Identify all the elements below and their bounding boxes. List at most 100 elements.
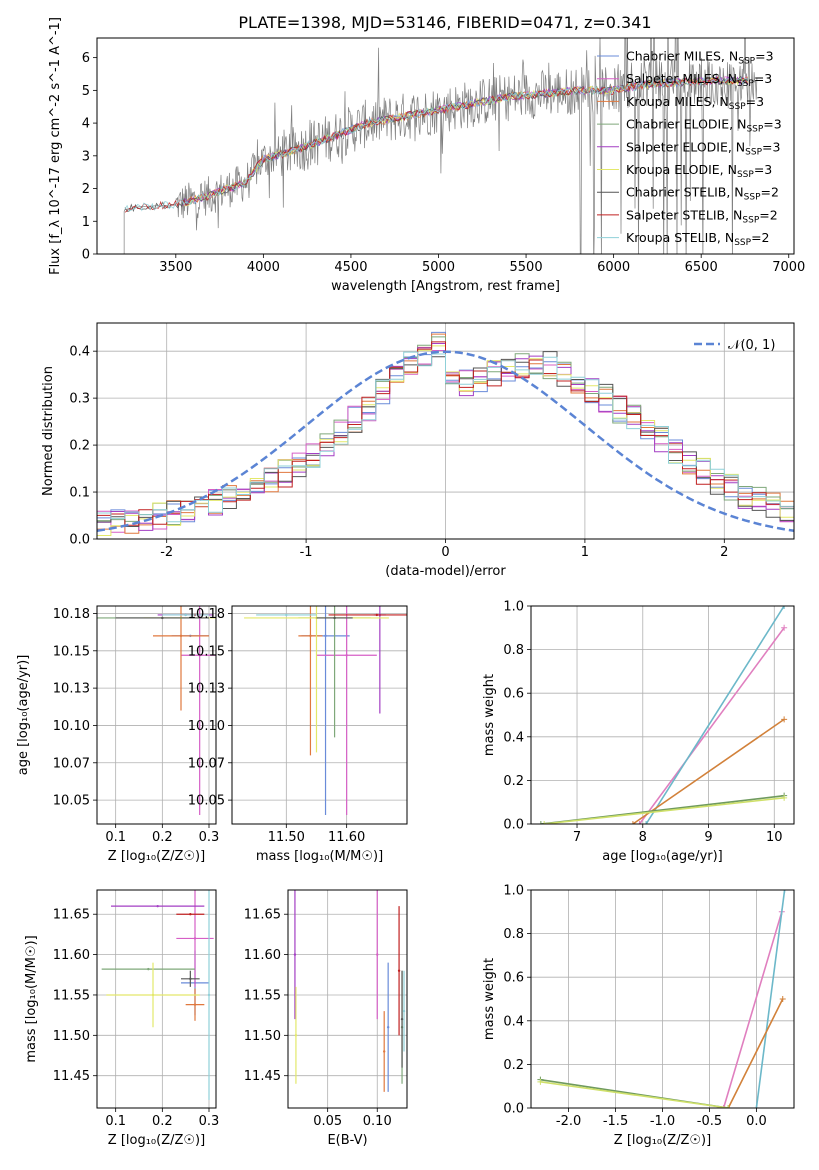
y-tick-label: 1.0 <box>503 600 524 615</box>
plot-frame <box>231 605 408 825</box>
plot-area <box>97 38 794 254</box>
panel-age_vs_Z: 0.1 0.2 0.3 10.05 10.07 10.10 10.13 10.15 10.18 Z… <box>16 605 219 864</box>
y-tick-label: 10.07 <box>53 756 90 771</box>
data-point <box>207 993 211 997</box>
plot-layer <box>293 890 406 1092</box>
plot-layer <box>244 606 407 816</box>
x-tick-label: 4000 <box>247 260 280 275</box>
x-tick-label: 5000 <box>422 260 455 275</box>
x-tick-label: 3500 <box>159 260 192 275</box>
y-tick-label: 11.45 <box>244 1069 281 1084</box>
y-tick-label: 10.05 <box>53 794 90 809</box>
x-tick-label: 1 <box>581 545 589 560</box>
data-point <box>376 953 379 956</box>
panel-mass_weight_vs_Z: -2.0 -1.5 -1.0 -0.5 0.0 0.0 0.2 0.4 0.6 0.8 1.0 Z [… <box>482 884 795 1148</box>
mass-weight-line <box>540 1081 729 1108</box>
x-axis-label: mass [log₁₀(M/M☉)] <box>256 849 383 864</box>
x-tick-label: 11.50 <box>268 830 305 845</box>
y-tick-label: 0.2 <box>503 1058 524 1073</box>
data-point <box>156 904 159 908</box>
mass-weight-marker <box>781 606 788 609</box>
data-point <box>309 634 312 638</box>
y-tick-label: 0.4 <box>503 730 524 745</box>
figure-title: PLATE=1398, MJD=53146, FIBERID=0471, z=0… <box>238 13 651 32</box>
legend-entry: Kroupa MILES, NSSP=3 <box>626 94 764 112</box>
y-tick-label: 11.50 <box>244 1029 281 1044</box>
plot-area <box>531 606 794 824</box>
x-tick-label: 8 <box>639 830 647 845</box>
x-tick-label: 4500 <box>334 260 367 275</box>
plot-frame <box>96 605 217 825</box>
plot-layer <box>97 331 794 536</box>
x-tick-label: 6500 <box>685 260 718 275</box>
y-tick-label: 0.8 <box>503 927 524 942</box>
mass-weight-marker <box>636 821 643 824</box>
x-tick-label: 0.2 <box>152 830 173 845</box>
legend-entry: Salpeter STELIB, NSSP=2 <box>626 207 778 225</box>
mass-weight-line <box>544 797 785 824</box>
x-tick-label: -0.5 <box>697 1114 722 1129</box>
y-tick-label: 11.60 <box>244 948 281 963</box>
panels: 3500 4000 4500 5000 5500 6000 6500 7000 0 1 2 3 4 5 6 w… <box>16 17 805 1148</box>
x-tick-label: 0.2 <box>152 1114 173 1129</box>
x-tick-label: 0.0 <box>746 1114 767 1129</box>
mass-weight-marker <box>720 1105 727 1108</box>
data-point <box>397 969 401 972</box>
x-axis-label: E(B-V) <box>327 1133 367 1148</box>
legend-entry: Salpeter MILES, NSSP=3 <box>626 71 772 89</box>
y-tick-label: 11.60 <box>53 948 90 963</box>
y-tick-label: 11.50 <box>53 1029 90 1044</box>
plot-area <box>97 890 216 1108</box>
y-tick-label: 0.3 <box>69 392 90 407</box>
x-tick-label: 5500 <box>510 260 543 275</box>
data-point <box>400 1017 404 1021</box>
plot-frame <box>287 889 408 1109</box>
data-point <box>333 616 336 620</box>
x-tick-label: 2 <box>720 545 728 560</box>
spectrum-legend: Chabrier MILES, NSSP=3 Salpeter MILES, NS… <box>597 49 782 248</box>
x-axis-label: wavelength [Angstrom, rest frame] <box>331 279 560 294</box>
y-tick-label: 10.10 <box>53 719 90 734</box>
x-axis-label: (data-model)/error <box>385 564 506 579</box>
plot-area <box>288 890 407 1108</box>
mass-weight-line <box>727 998 784 1108</box>
observed-spectrum <box>123 38 758 254</box>
y-tick-label: 10.15 <box>188 644 225 659</box>
y-tick-label: 0 <box>82 248 90 263</box>
mass-weight-line <box>755 890 786 1108</box>
data-point <box>189 977 192 981</box>
normal-reference-curve <box>97 350 794 533</box>
panel-age_vs_mass: 11.50 11.60 10.05 10.07 10.10 10.13 10.15 10.18… <box>188 605 408 864</box>
plot-area <box>232 606 407 824</box>
mass-weight-marker <box>537 821 544 824</box>
mass-weight-line <box>645 606 785 824</box>
x-axis-label: age [log₁₀(age/yr)] <box>602 849 723 864</box>
y-axis-label: age [log₁₀(age/yr)] <box>16 655 31 776</box>
y-tick-label: 10.15 <box>53 644 90 659</box>
mass-weight-marker <box>537 1078 544 1085</box>
mass-weight-marker <box>753 1105 760 1108</box>
data-point <box>285 613 288 617</box>
model-spectrum-line <box>124 75 748 213</box>
x-tick-label: 11.60 <box>328 830 365 845</box>
x-tick-label: 0.1 <box>105 1114 126 1129</box>
x-tick-label: 6000 <box>597 260 630 275</box>
y-tick-label: 5 <box>82 84 90 99</box>
data-point <box>179 634 183 638</box>
y-tick-label: 6 <box>82 51 90 66</box>
y-tick-label: 3 <box>82 149 90 164</box>
histogram-series <box>97 351 794 523</box>
mass-weight-marker <box>781 794 788 801</box>
legend-entry: 𝒩(0, 1) <box>728 338 775 353</box>
data-point <box>402 1009 406 1013</box>
legend-entry: Chabrier ELODIE, NSSP=3 <box>626 117 782 135</box>
x-tick-label: 7000 <box>772 260 805 275</box>
data-point <box>375 613 379 617</box>
plot-frame <box>530 889 795 1109</box>
y-tick-label: 11.65 <box>244 908 281 923</box>
plot-layer <box>97 606 216 816</box>
plot-layer <box>123 38 758 254</box>
x-tick-label: -2.0 <box>556 1114 581 1129</box>
mass-weight-line <box>722 911 783 1108</box>
